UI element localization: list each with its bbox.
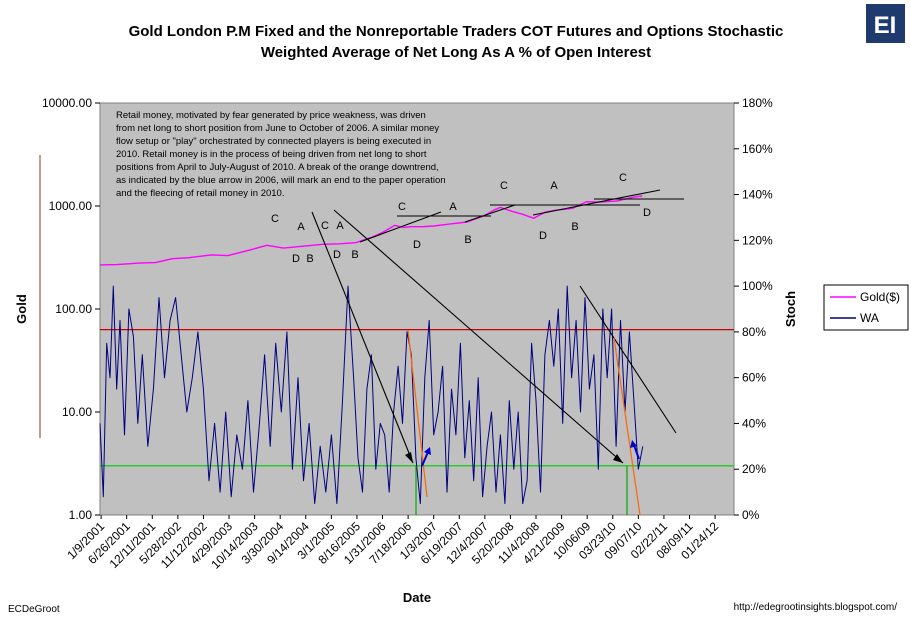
annotation-line-5: positions from April to July-August of 2… xyxy=(116,162,439,173)
blue-arrow xyxy=(633,444,640,460)
annotation-line-2: from net long to short position from Jun… xyxy=(116,123,439,134)
wave-letter-label: C xyxy=(271,213,279,225)
orange-downtrend xyxy=(407,329,428,498)
wave-letter-label: B xyxy=(306,253,313,265)
legend: Gold($) WA xyxy=(823,284,909,331)
wa-series-line xyxy=(99,285,644,505)
wave-letter-label: A xyxy=(550,180,558,192)
footer-url: http://edegrootinsights.blogspot.com/ xyxy=(734,602,898,613)
y-right-tick-label: 0% xyxy=(742,508,760,522)
annotation-line-1: Retail money, motivated by fear generate… xyxy=(116,110,426,121)
trend-line xyxy=(333,209,624,464)
annotation-line-6: as indicated by the blue arrow in 2006, … xyxy=(116,175,446,186)
wave-letter-label: A xyxy=(336,220,344,232)
wave-letter-label: D xyxy=(643,207,651,219)
arrow-head xyxy=(405,452,413,463)
arrow-head xyxy=(613,454,623,463)
trend-line xyxy=(464,204,516,223)
wave-letter-label: C xyxy=(619,172,627,184)
wave-letter-label: B xyxy=(571,221,578,233)
wave-letter-label: D xyxy=(413,239,421,251)
wave-letter-label: C xyxy=(398,201,406,213)
annotation-line-3: flow setup or "play" orchestrated by con… xyxy=(116,136,431,147)
y-right-tick-label: 160% xyxy=(742,142,773,156)
wave-letter-label: D xyxy=(292,253,300,265)
legend-box xyxy=(823,284,909,331)
wave-letter-label: D xyxy=(539,230,547,242)
y-left-tick-label: 100.00 xyxy=(55,302,92,316)
logo-box xyxy=(866,4,905,43)
annotation-box: Retail money, motivated by fear generate… xyxy=(116,110,446,199)
y-right-tick-label: 180% xyxy=(742,96,773,110)
annotation-line-7: and the fleecing of retail money in 2010… xyxy=(116,188,284,199)
footer-author: ECDeGroot xyxy=(8,604,60,615)
trend-line xyxy=(359,211,442,243)
y-left-tick-label: 1.00 xyxy=(69,508,93,522)
wave-letter-label: A xyxy=(297,221,305,233)
blue-arrow-head xyxy=(424,447,431,455)
blue-arrow-head xyxy=(630,440,637,448)
y-right-tick-label: 100% xyxy=(742,279,773,293)
x-axis-title: Date xyxy=(403,590,431,605)
blue-arrow xyxy=(421,451,429,467)
wave-letter-label: A xyxy=(449,201,457,213)
wave-letter-label: B xyxy=(464,234,471,246)
y-right-tick-label: 140% xyxy=(742,188,773,202)
annotation-line-4: 2010. Retail money is in the process of … xyxy=(116,149,427,160)
y-left-tick-label: 1000.00 xyxy=(49,199,93,213)
legend-gold-label: Gold($) xyxy=(860,290,900,304)
chart-title-line-1: Gold London P.M Fixed and the Nonreporta… xyxy=(129,23,784,40)
legend-wa-label: WA xyxy=(860,311,879,325)
chart-title-line-2: Weighted Average of Net Long As A % of O… xyxy=(261,44,651,61)
y-right-tick-label: 80% xyxy=(742,325,766,339)
wave-letter-label: B xyxy=(351,249,358,261)
y-axis-left-title: Gold xyxy=(14,294,29,324)
plot-area xyxy=(99,102,735,516)
orange-downtrend xyxy=(613,337,641,516)
y-right-tick-label: 40% xyxy=(742,416,766,430)
trend-line xyxy=(579,285,677,434)
wave-letter-label: C xyxy=(321,220,329,232)
y-left-tick-label: 10000.00 xyxy=(42,96,92,110)
wave-letter-label: C xyxy=(500,180,508,192)
y-axis-right-title: Stoch xyxy=(783,291,798,327)
wave-letter-label: D xyxy=(333,249,341,261)
trend-line xyxy=(532,189,661,216)
logo-text: EI xyxy=(874,12,897,39)
y-right-tick-label: 20% xyxy=(742,462,766,476)
y-right-tick-label: 120% xyxy=(742,233,773,247)
y-right-tick-label: 60% xyxy=(742,371,766,385)
y-left-tick-label: 10.00 xyxy=(62,405,92,419)
trend-line xyxy=(311,211,414,464)
